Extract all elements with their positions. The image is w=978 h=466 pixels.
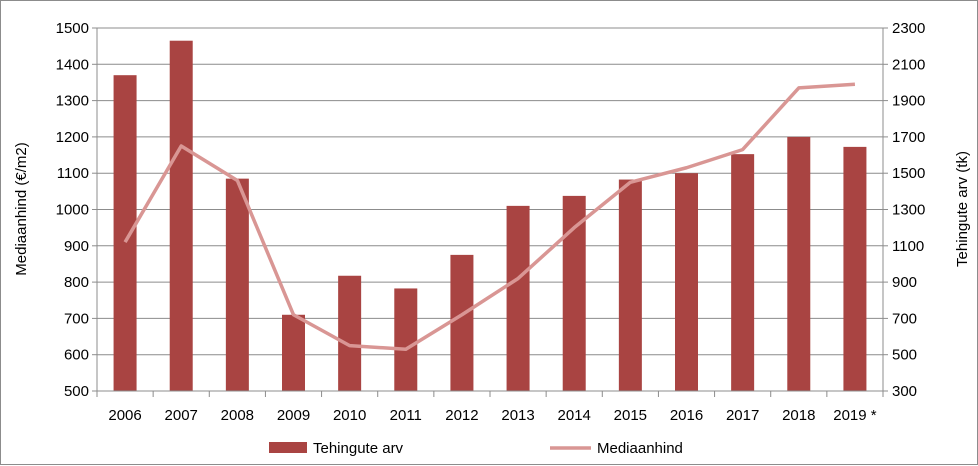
legend-swatch-bars [269, 442, 307, 453]
x-tick-label: 2007 [165, 407, 198, 424]
y-tick-label-left: 500 [64, 383, 89, 400]
y-axis-right-ticks: 300 500 700 900 1100 1300 1500 1700 1900 2100 2300 [883, 20, 925, 400]
legend: Tehingute arv Mediaanhind [269, 440, 683, 457]
bar [506, 205, 530, 391]
x-tick-label: 2016 [670, 407, 703, 424]
y-tick-label-left: 1200 [56, 129, 89, 146]
y-tick-label-right: 1300 [892, 202, 925, 219]
y-tick-label-right: 1900 [892, 93, 925, 110]
x-tick-label: 2012 [445, 407, 478, 424]
x-tick-label: 2011 [390, 407, 422, 424]
x-tick-label: 2006 [108, 407, 141, 424]
legend-label-line: Mediaanhind [597, 440, 683, 457]
x-tick-label: 2015 [614, 407, 647, 424]
y-tick-label-right: 1100 [892, 238, 924, 255]
bar [225, 178, 249, 391]
y-tick-label-left: 1000 [56, 202, 89, 219]
y-axis-left-title: Mediaanhind (€/m2) [13, 142, 30, 275]
series-line [123, 82, 856, 352]
x-tick-label: 2014 [558, 407, 591, 424]
y-tick-label-left: 1100 [57, 165, 89, 182]
x-tick-label: 2013 [501, 407, 534, 424]
y-tick-label-left: 700 [64, 310, 89, 327]
bar [675, 173, 698, 391]
y-tick-label-left: 1400 [56, 56, 89, 73]
x-tick-label: 2019 * [833, 407, 877, 424]
y-tick-label-left: 800 [64, 274, 89, 291]
y-tick-label-left: 1300 [56, 93, 89, 110]
gridlines [97, 27, 883, 392]
y-tick-label-right: 300 [892, 383, 917, 400]
y-tick-label-right: 2100 [892, 56, 925, 73]
x-tick-label: 2008 [221, 407, 254, 424]
y-tick-label-right: 900 [892, 274, 917, 291]
y-axis-right-title: Tehingute arv (tk) [954, 151, 971, 267]
y-tick-label-left: 1500 [56, 20, 89, 37]
x-axis-ticks: 2006 2007 2008 2009 2010 2011 2012 2013 2014 2015… [96, 391, 884, 424]
bar-series [113, 40, 867, 392]
y-tick-label-right: 1500 [892, 165, 925, 182]
y-tick-label-right: 2300 [892, 20, 925, 37]
y-tick-label-left: 600 [64, 347, 89, 364]
bar [169, 40, 193, 392]
bar [562, 195, 586, 391]
x-tick-label: 2010 [333, 407, 366, 424]
y-tick-label-right: 500 [892, 347, 917, 364]
x-tick-label: 2017 [726, 407, 759, 424]
legend-label-bars: Tehingute arv [313, 440, 404, 457]
y-tick-label-right: 1700 [892, 129, 925, 146]
bar [282, 314, 305, 391]
bar [787, 136, 811, 391]
y-tick-label-left: 900 [64, 238, 89, 255]
y-tick-label-right: 700 [892, 310, 917, 327]
bar [338, 275, 362, 391]
line-series [123, 82, 856, 352]
bar [618, 179, 642, 391]
bar [450, 254, 474, 391]
bar [843, 146, 867, 391]
bar [731, 154, 755, 391]
y-axis-left-ticks: 500 600 700 800 900 1000 1100 1200 1300 1400 1500 [56, 20, 97, 400]
bar [394, 288, 418, 391]
x-tick-label: 2018 [782, 407, 815, 424]
x-tick-label: 2009 [277, 407, 310, 424]
bar [113, 75, 137, 391]
